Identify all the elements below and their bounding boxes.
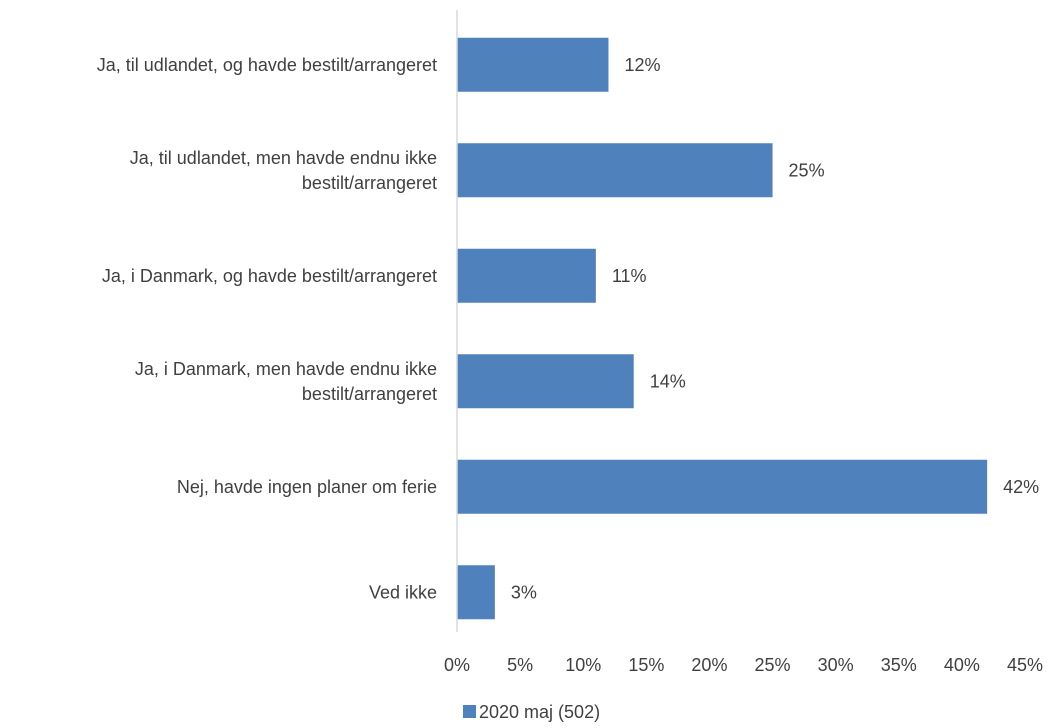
category-label-line: Ja, i Danmark, men havde endnu ikke [135,359,437,379]
legend-swatch [463,705,476,718]
x-tick-label: 20% [691,655,727,675]
category-label-line: Ved ikke [369,582,437,602]
category-label-line: Ja, til udlandet, og havde bestilt/arran… [97,55,437,75]
data-label: 11% [612,266,647,286]
category-label: Ved ikke [369,582,437,602]
data-label: 14% [650,371,686,391]
category-labels: Ja, til udlandet, og havde bestilt/arran… [97,55,437,603]
data-label: 25% [789,160,825,180]
category-label-line: Nej, havde ingen planer om ferie [177,477,437,497]
bar [457,459,988,514]
x-tick-label: 30% [818,655,854,675]
x-tick-label: 0% [444,655,470,675]
category-label: Nej, havde ingen planer om ferie [177,477,437,497]
category-label: Ja, til udlandet, og havde bestilt/arran… [97,55,437,75]
category-label: Ja, til udlandet, men havde endnu ikke be… [130,148,437,193]
legend: 2020 maj (502) [463,702,600,722]
x-tick-label: 45% [1007,655,1043,675]
x-tick-label: 15% [628,655,664,675]
legend-label: 2020 maj (502) [479,702,600,722]
category-label-line: Ja, i Danmark, og havde bestilt/arranger… [102,266,437,286]
x-tick-label: 40% [944,655,980,675]
bar [457,565,495,620]
x-tick-label: 25% [755,655,791,675]
data-labels: 12% 25% 11% 14% 42% 3% [511,55,1039,603]
category-label-line: bestilt/arrangeret [302,173,437,193]
bar [457,354,634,409]
category-label-line: bestilt/arrangeret [302,384,437,404]
data-label: 12% [624,55,660,75]
x-tick-label: 5% [507,655,533,675]
bars [457,37,988,620]
bar [457,248,596,303]
data-label: 3% [511,582,537,602]
category-label: Ja, i Danmark, men havde endnu ikke besti… [135,359,437,404]
x-tick-label: 10% [565,655,601,675]
bar [457,37,609,92]
category-label-line: Ja, til udlandet, men havde endnu ikke [130,148,437,168]
x-tick-label: 35% [881,655,917,675]
data-label: 42% [1003,477,1039,497]
category-label: Ja, i Danmark, og havde bestilt/arranger… [102,266,437,286]
bar [457,143,773,198]
x-axis-tick-labels: 0% 5% 10% 15% 20% 25% 30% 35% 40% 45% [444,655,1043,675]
